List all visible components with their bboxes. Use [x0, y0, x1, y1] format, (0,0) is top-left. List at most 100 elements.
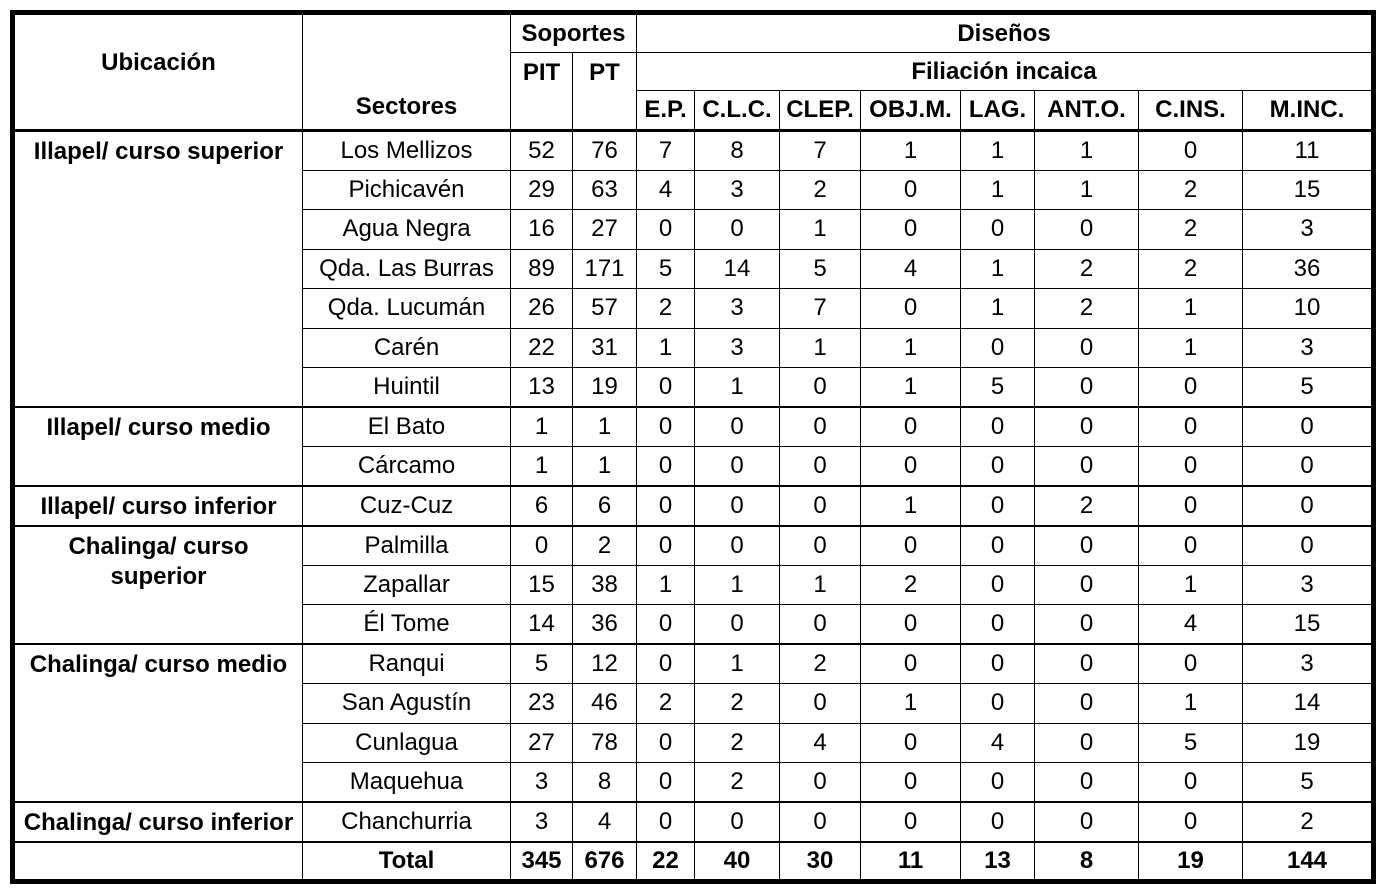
- cell-ep: 7: [636, 130, 696, 171]
- cell-clc: 3: [694, 169, 781, 210]
- cell-anto: 0: [1034, 762, 1140, 803]
- cell-objm: 0: [860, 722, 962, 763]
- cell-ep: 0: [636, 722, 696, 763]
- cell-clc: 3: [694, 327, 781, 368]
- cell-pt: 46: [571, 683, 638, 724]
- cell-clc: 14: [694, 248, 781, 289]
- cell-anto: 2: [1034, 288, 1140, 329]
- cell-lag: 1: [960, 248, 1036, 289]
- cell-ep: 4: [636, 169, 696, 210]
- cell-anto: 0: [1034, 643, 1140, 684]
- cell-pit: 29: [510, 169, 573, 210]
- table-row: Cárcamo 1 1 0 0 0 0 0 0 0 0: [13, 446, 1375, 487]
- header-anto: ANT.O.: [1034, 90, 1140, 132]
- sector-name: Huintil: [302, 367, 511, 408]
- cell-ep: 0: [636, 762, 696, 803]
- cell-anto: 0: [1034, 406, 1140, 447]
- cell-pt: 31: [571, 327, 638, 368]
- total-cell-anto: 8: [1034, 840, 1140, 882]
- sector-name: Ranqui: [302, 643, 511, 684]
- cell-objm: 1: [860, 683, 962, 724]
- cell-anto: 0: [1034, 327, 1140, 368]
- cell-pt: 4: [571, 801, 638, 842]
- cell-clep: 4: [779, 722, 862, 763]
- cell-clep: 0: [779, 762, 862, 803]
- cell-anto: 1: [1034, 130, 1140, 171]
- cell-minc: 0: [1242, 485, 1375, 526]
- cell-ep: 1: [636, 327, 696, 368]
- cell-cins: 1: [1138, 683, 1244, 724]
- cell-pit: 22: [510, 327, 573, 368]
- cell-clc: 2: [694, 762, 781, 803]
- group-label: Chalinga/ curso medio: [12, 643, 303, 803]
- header-disenos: Diseños: [636, 12, 1375, 53]
- group-label: Illapel/ curso superior: [12, 130, 303, 408]
- cell-cins: 0: [1138, 130, 1244, 171]
- table-row: Chalinga/ curso medio Ranqui 5 12 0 1 2 0 0 0 0 3: [12, 643, 1375, 803]
- cell-cins: 2: [1138, 248, 1244, 289]
- cell-pit: 14: [510, 604, 573, 645]
- sector-name: Palmilla: [302, 524, 511, 566]
- cell-minc: 11: [1242, 130, 1375, 171]
- cell-minc: 15: [1242, 169, 1375, 210]
- sector-name: Maquehua: [302, 762, 511, 803]
- total-cell-lag: 13: [960, 840, 1036, 882]
- cell-ep: 0: [636, 604, 696, 645]
- cell-ep: 0: [636, 801, 696, 842]
- cell-objm: 0: [860, 169, 962, 210]
- cell-pit: 1: [510, 406, 573, 447]
- total-cell-objm: 11: [860, 840, 962, 882]
- cell-clep: 0: [779, 683, 862, 724]
- cell-objm: 0: [860, 446, 962, 487]
- cell-pt: 2: [571, 524, 638, 566]
- cell-clep: 0: [779, 406, 862, 447]
- cell-pit: 23: [510, 683, 573, 724]
- table-row: Chalinga/ curso superior Palmilla 0 2 0 0 0 0 0 0…: [12, 524, 1375, 645]
- header-objm: OBJ.M.: [860, 90, 962, 132]
- cell-lag: 0: [960, 406, 1036, 447]
- cell-objm: 0: [860, 524, 962, 566]
- cell-pt: 12: [571, 643, 638, 684]
- cell-pit: 89: [510, 248, 573, 289]
- group-label: Chalinga/ curso inferior: [12, 801, 303, 842]
- cell-clc: 3: [694, 288, 781, 329]
- cell-pt: 76: [571, 130, 638, 171]
- cell-anto: 0: [1034, 209, 1140, 250]
- cell-lag: 0: [960, 446, 1036, 487]
- cell-lag: 0: [960, 327, 1036, 368]
- cell-lag: 5: [960, 367, 1036, 408]
- sector-name: Cunlagua: [302, 722, 511, 763]
- sector-name: Él Tome: [302, 604, 511, 645]
- total-label: Total: [302, 840, 511, 882]
- cell-pt: 36: [571, 604, 638, 645]
- cell-ep: 0: [636, 485, 696, 526]
- cell-clep: 0: [779, 801, 862, 842]
- cell-lag: 1: [960, 130, 1036, 171]
- cell-ep: 0: [636, 446, 696, 487]
- cell-clc: 0: [694, 604, 781, 645]
- sector-name: Qda. Las Burras: [302, 248, 511, 289]
- table-container: Ubicación Sectores Soportes Diseños PIT …: [10, 10, 1377, 884]
- sector-name: Zapallar: [302, 564, 511, 605]
- header-ubicacion: Ubicación: [12, 12, 303, 132]
- table-row: Zapallar 15 38 1 1 1 2 0 0 1 3: [13, 564, 1375, 605]
- cell-objm: 1: [860, 485, 962, 526]
- group-label: Illapel/ curso medio: [12, 406, 303, 487]
- cell-minc: 36: [1242, 248, 1375, 289]
- cell-anto: 1: [1034, 169, 1140, 210]
- cell-minc: 0: [1242, 524, 1375, 566]
- cell-lag: 0: [960, 683, 1036, 724]
- cell-clc: 0: [694, 485, 781, 526]
- table-row: Huintil 13 19 0 1 0 1 5 0 0 5: [13, 367, 1375, 408]
- cell-clep: 0: [779, 485, 862, 526]
- cell-pt: 1: [571, 406, 638, 447]
- cell-objm: 2: [860, 564, 962, 605]
- cell-pit: 13: [510, 367, 573, 408]
- sector-name: Pichicavén: [302, 169, 511, 210]
- cell-clc: 0: [694, 209, 781, 250]
- cell-pt: 8: [571, 762, 638, 803]
- cell-lag: 0: [960, 762, 1036, 803]
- cell-clep: 2: [779, 169, 862, 210]
- cell-clep: 0: [779, 524, 862, 566]
- cell-cins: 4: [1138, 604, 1244, 645]
